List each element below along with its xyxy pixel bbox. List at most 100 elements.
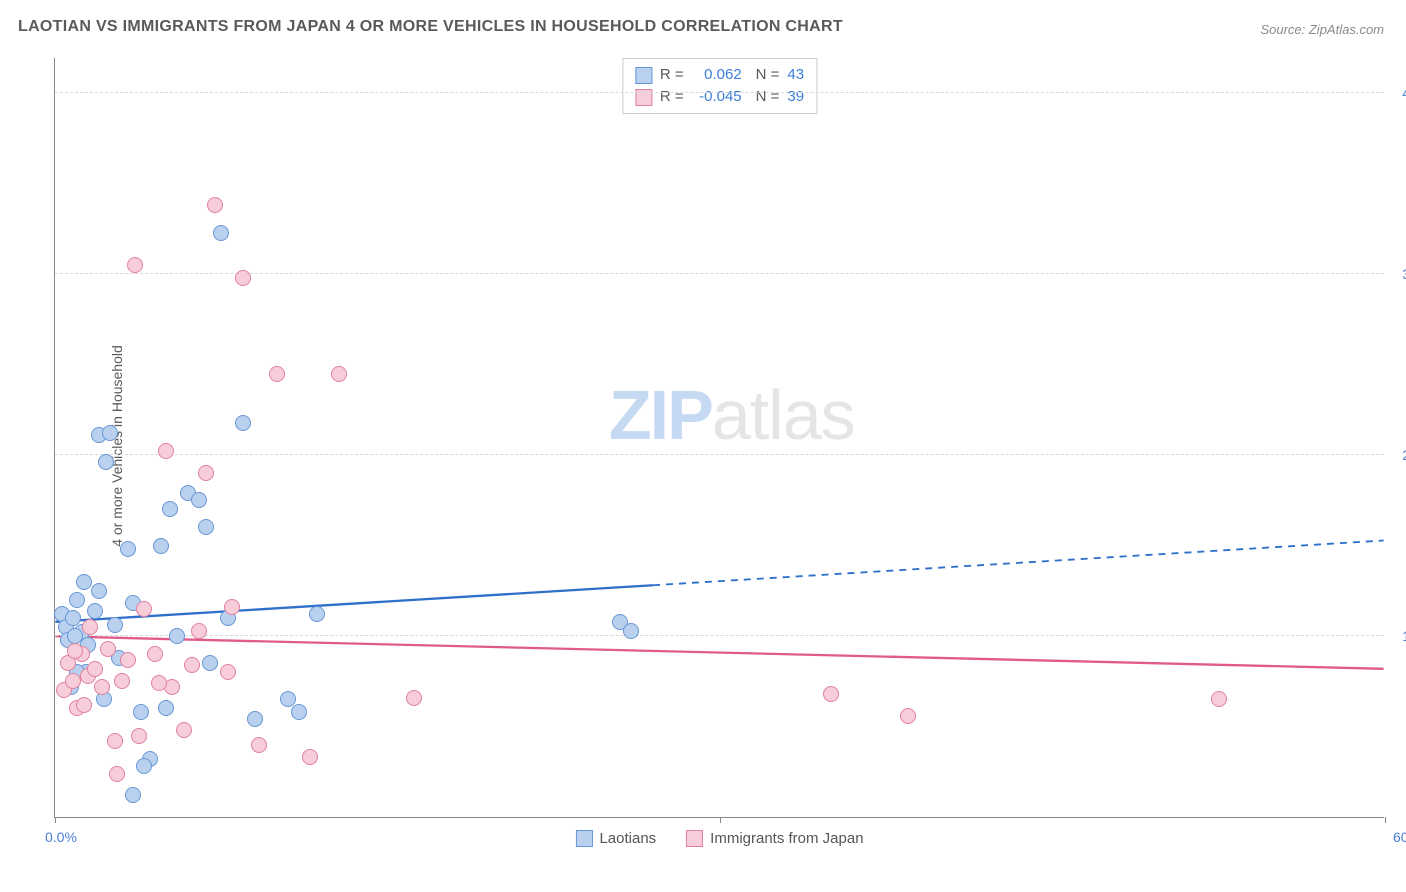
chart-title: LAOTIAN VS IMMIGRANTS FROM JAPAN 4 OR MO… [18, 18, 843, 36]
laotians-point [136, 758, 152, 774]
r-label: R = [660, 86, 684, 108]
japan-point [269, 366, 285, 382]
x-tick [55, 817, 56, 823]
japan-point [823, 686, 839, 702]
japan-point [176, 722, 192, 738]
japan-point [109, 766, 125, 782]
laotians-legend-swatch [575, 830, 592, 847]
y-tick-label: 10.0% [1394, 628, 1406, 644]
laotians-r-value: 0.062 [692, 64, 742, 86]
laotians-point [120, 541, 136, 557]
japan-swatch [635, 89, 652, 106]
laotians-swatch [635, 67, 652, 84]
laotians-point [162, 501, 178, 517]
japan-point [136, 601, 152, 617]
japan-point [198, 465, 214, 481]
laotians-point [98, 454, 114, 470]
japan-point [147, 646, 163, 662]
laotians-point [102, 425, 118, 441]
laotians-point [107, 617, 123, 633]
japan-n-value: 39 [787, 86, 804, 108]
japan-point [1211, 691, 1227, 707]
laotians-point [198, 519, 214, 535]
japan-point [82, 619, 98, 635]
grid-line [55, 635, 1384, 636]
x-tick [720, 817, 721, 823]
japan-point [224, 599, 240, 615]
laotians-point [158, 700, 174, 716]
watermark-zip: ZIP [609, 376, 712, 454]
laotians-point [133, 704, 149, 720]
japan-point [191, 623, 207, 639]
japan-point [207, 197, 223, 213]
grid-line [55, 454, 1384, 455]
laotians-point [87, 603, 103, 619]
laotians-point [65, 610, 81, 626]
x-tick-label: 60.0% [1393, 829, 1406, 845]
grid-line [55, 273, 1384, 274]
legend-item-japan: Immigrants from Japan [686, 830, 863, 847]
japan-point [302, 749, 318, 765]
japan-point [114, 673, 130, 689]
x-tick-label: 0.0% [45, 829, 77, 845]
japan-point [235, 270, 251, 286]
stats-row-laotians: R = 0.062 N = 43 [635, 64, 804, 86]
japan-point [76, 697, 92, 713]
japan-point [127, 257, 143, 273]
japan-point [131, 728, 147, 744]
laotians-point [213, 225, 229, 241]
laotians-point [91, 583, 107, 599]
japan-point [120, 652, 136, 668]
japan-point [151, 675, 167, 691]
n-label: N = [756, 86, 780, 108]
watermark: ZIPatlas [609, 375, 855, 455]
japan-point [251, 737, 267, 753]
japan-point [900, 708, 916, 724]
laotians-point [309, 606, 325, 622]
japan-point [87, 661, 103, 677]
laotians-point [202, 655, 218, 671]
bottom-legend: Laotians Immigrants from Japan [575, 830, 863, 847]
correlation-stats-box: R = 0.062 N = 43 R = -0.045 N = 39 [622, 58, 817, 114]
japan-legend-label: Immigrants from Japan [710, 830, 863, 847]
r-label: R = [660, 64, 684, 86]
japan-point [184, 657, 200, 673]
y-tick-label: 30.0% [1394, 266, 1406, 282]
japan-point [100, 641, 116, 657]
japan-point [65, 673, 81, 689]
trend-line-dashed [653, 541, 1384, 586]
n-label: N = [756, 64, 780, 86]
laotians-point [125, 787, 141, 803]
stats-row-japan: R = -0.045 N = 39 [635, 86, 804, 108]
trend-line-solid [55, 636, 1383, 669]
trend-lines-layer [55, 58, 1384, 817]
laotians-point [623, 623, 639, 639]
laotians-legend-label: Laotians [599, 830, 656, 847]
x-tick [1385, 817, 1386, 823]
laotians-point [191, 492, 207, 508]
legend-item-laotians: Laotians [575, 830, 656, 847]
laotians-n-value: 43 [787, 64, 804, 86]
y-tick-label: 20.0% [1394, 447, 1406, 463]
laotians-point [235, 415, 251, 431]
japan-r-value: -0.045 [692, 86, 742, 108]
laotians-point [169, 628, 185, 644]
laotians-point [247, 711, 263, 727]
grid-line [55, 92, 1384, 93]
y-tick-label: 40.0% [1394, 85, 1406, 101]
japan-point [406, 690, 422, 706]
japan-point [94, 679, 110, 695]
japan-point [67, 643, 83, 659]
japan-point [220, 664, 236, 680]
japan-legend-swatch [686, 830, 703, 847]
japan-point [158, 443, 174, 459]
laotians-point [291, 704, 307, 720]
watermark-atlas: atlas [712, 376, 855, 454]
scatter-plot-area: ZIPatlas R = 0.062 N = 43 R = -0.045 N =… [54, 58, 1384, 818]
laotians-point [76, 574, 92, 590]
japan-point [107, 733, 123, 749]
laotians-point [153, 538, 169, 554]
laotians-point [69, 592, 85, 608]
japan-point [331, 366, 347, 382]
source-attribution: Source: ZipAtlas.com [1260, 22, 1384, 37]
